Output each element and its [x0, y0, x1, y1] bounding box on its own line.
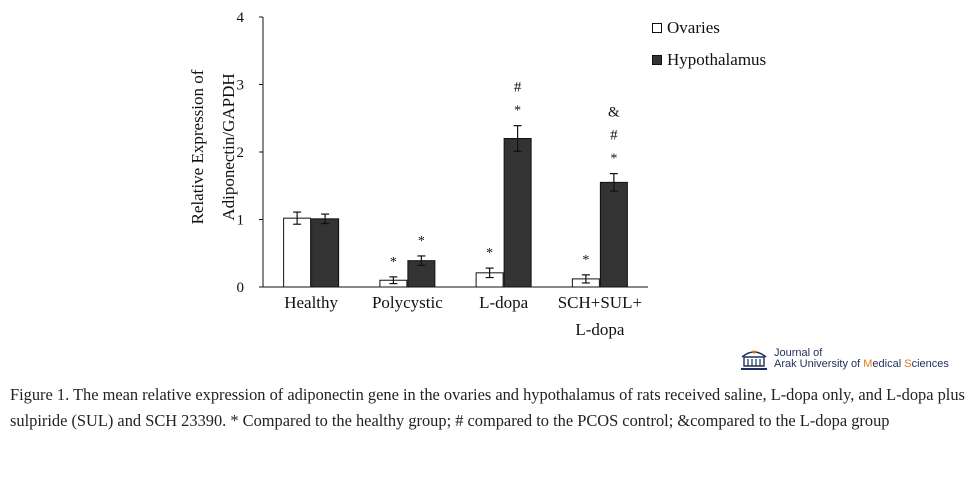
significance-marker: * — [418, 234, 425, 249]
x-tick-label: Healthy — [284, 293, 338, 312]
significance-marker: * — [610, 152, 617, 167]
significance-marker: & — [608, 105, 620, 121]
x-axis-labels: Healthy Polycystic L-dopa SCH+SUL+ L-dopa — [284, 293, 642, 339]
legend: Ovaries Hypothalamus — [652, 12, 766, 76]
y-tick-label: 2 — [237, 145, 245, 161]
legend-item-hypothalamus: Hypothalamus — [652, 44, 766, 76]
legend-item-ovaries: Ovaries — [652, 12, 766, 44]
bars: * * * * # * * # & — [283, 80, 628, 288]
legend-label-ovaries: Ovaries — [667, 18, 720, 37]
legend-swatch-hypothalamus — [652, 55, 662, 65]
figure-caption: Figure 1. The mean relative expression o… — [10, 385, 965, 430]
significance-marker: * — [486, 246, 493, 261]
y-axis-label-line1: Relative Expression of — [188, 69, 207, 224]
significance-marker: * — [514, 104, 521, 119]
bar-ovaries-0 — [283, 217, 312, 288]
journal-name-line2: Arak University of Medical Sciences — [774, 358, 949, 370]
x-tick-label: SCH+SUL+ — [558, 293, 642, 312]
bar-chart: 0 1 2 3 4 * * * * # * * # & Healthy Polycystic L-dopa S… — [188, 10, 648, 339]
bar-hypothalamus-2 — [503, 138, 532, 288]
significance-marker: * — [582, 253, 589, 268]
x-tick-label: Polycystic — [372, 293, 443, 312]
journal-logo: Journal of Arak University of Medical Sc… — [738, 346, 949, 372]
bar-hypothalamus-0 — [311, 218, 340, 288]
y-tick-label: 0 — [237, 280, 245, 296]
y-tick-label: 4 — [237, 10, 245, 26]
x-tick-label: L-dopa — [575, 320, 625, 339]
journal-name-line1: Journal of — [774, 347, 823, 359]
legend-swatch-ovaries — [652, 23, 662, 33]
y-tick-label: 3 — [237, 78, 245, 94]
journal-name: Journal of Arak University of Medical Sc… — [774, 348, 949, 370]
significance-marker: # — [610, 128, 618, 144]
x-tick-label: L-dopa — [479, 293, 529, 312]
legend-label-hypothalamus: Hypothalamus — [667, 50, 767, 69]
bar-hypothalamus-3 — [599, 181, 628, 288]
significance-marker: * — [390, 255, 397, 270]
y-tick-label: 1 — [237, 213, 245, 229]
y-axis-label-line2: Adiponectin/GAPDH — [219, 73, 238, 220]
university-emblem-icon — [741, 350, 767, 370]
significance-marker: # — [514, 80, 522, 96]
